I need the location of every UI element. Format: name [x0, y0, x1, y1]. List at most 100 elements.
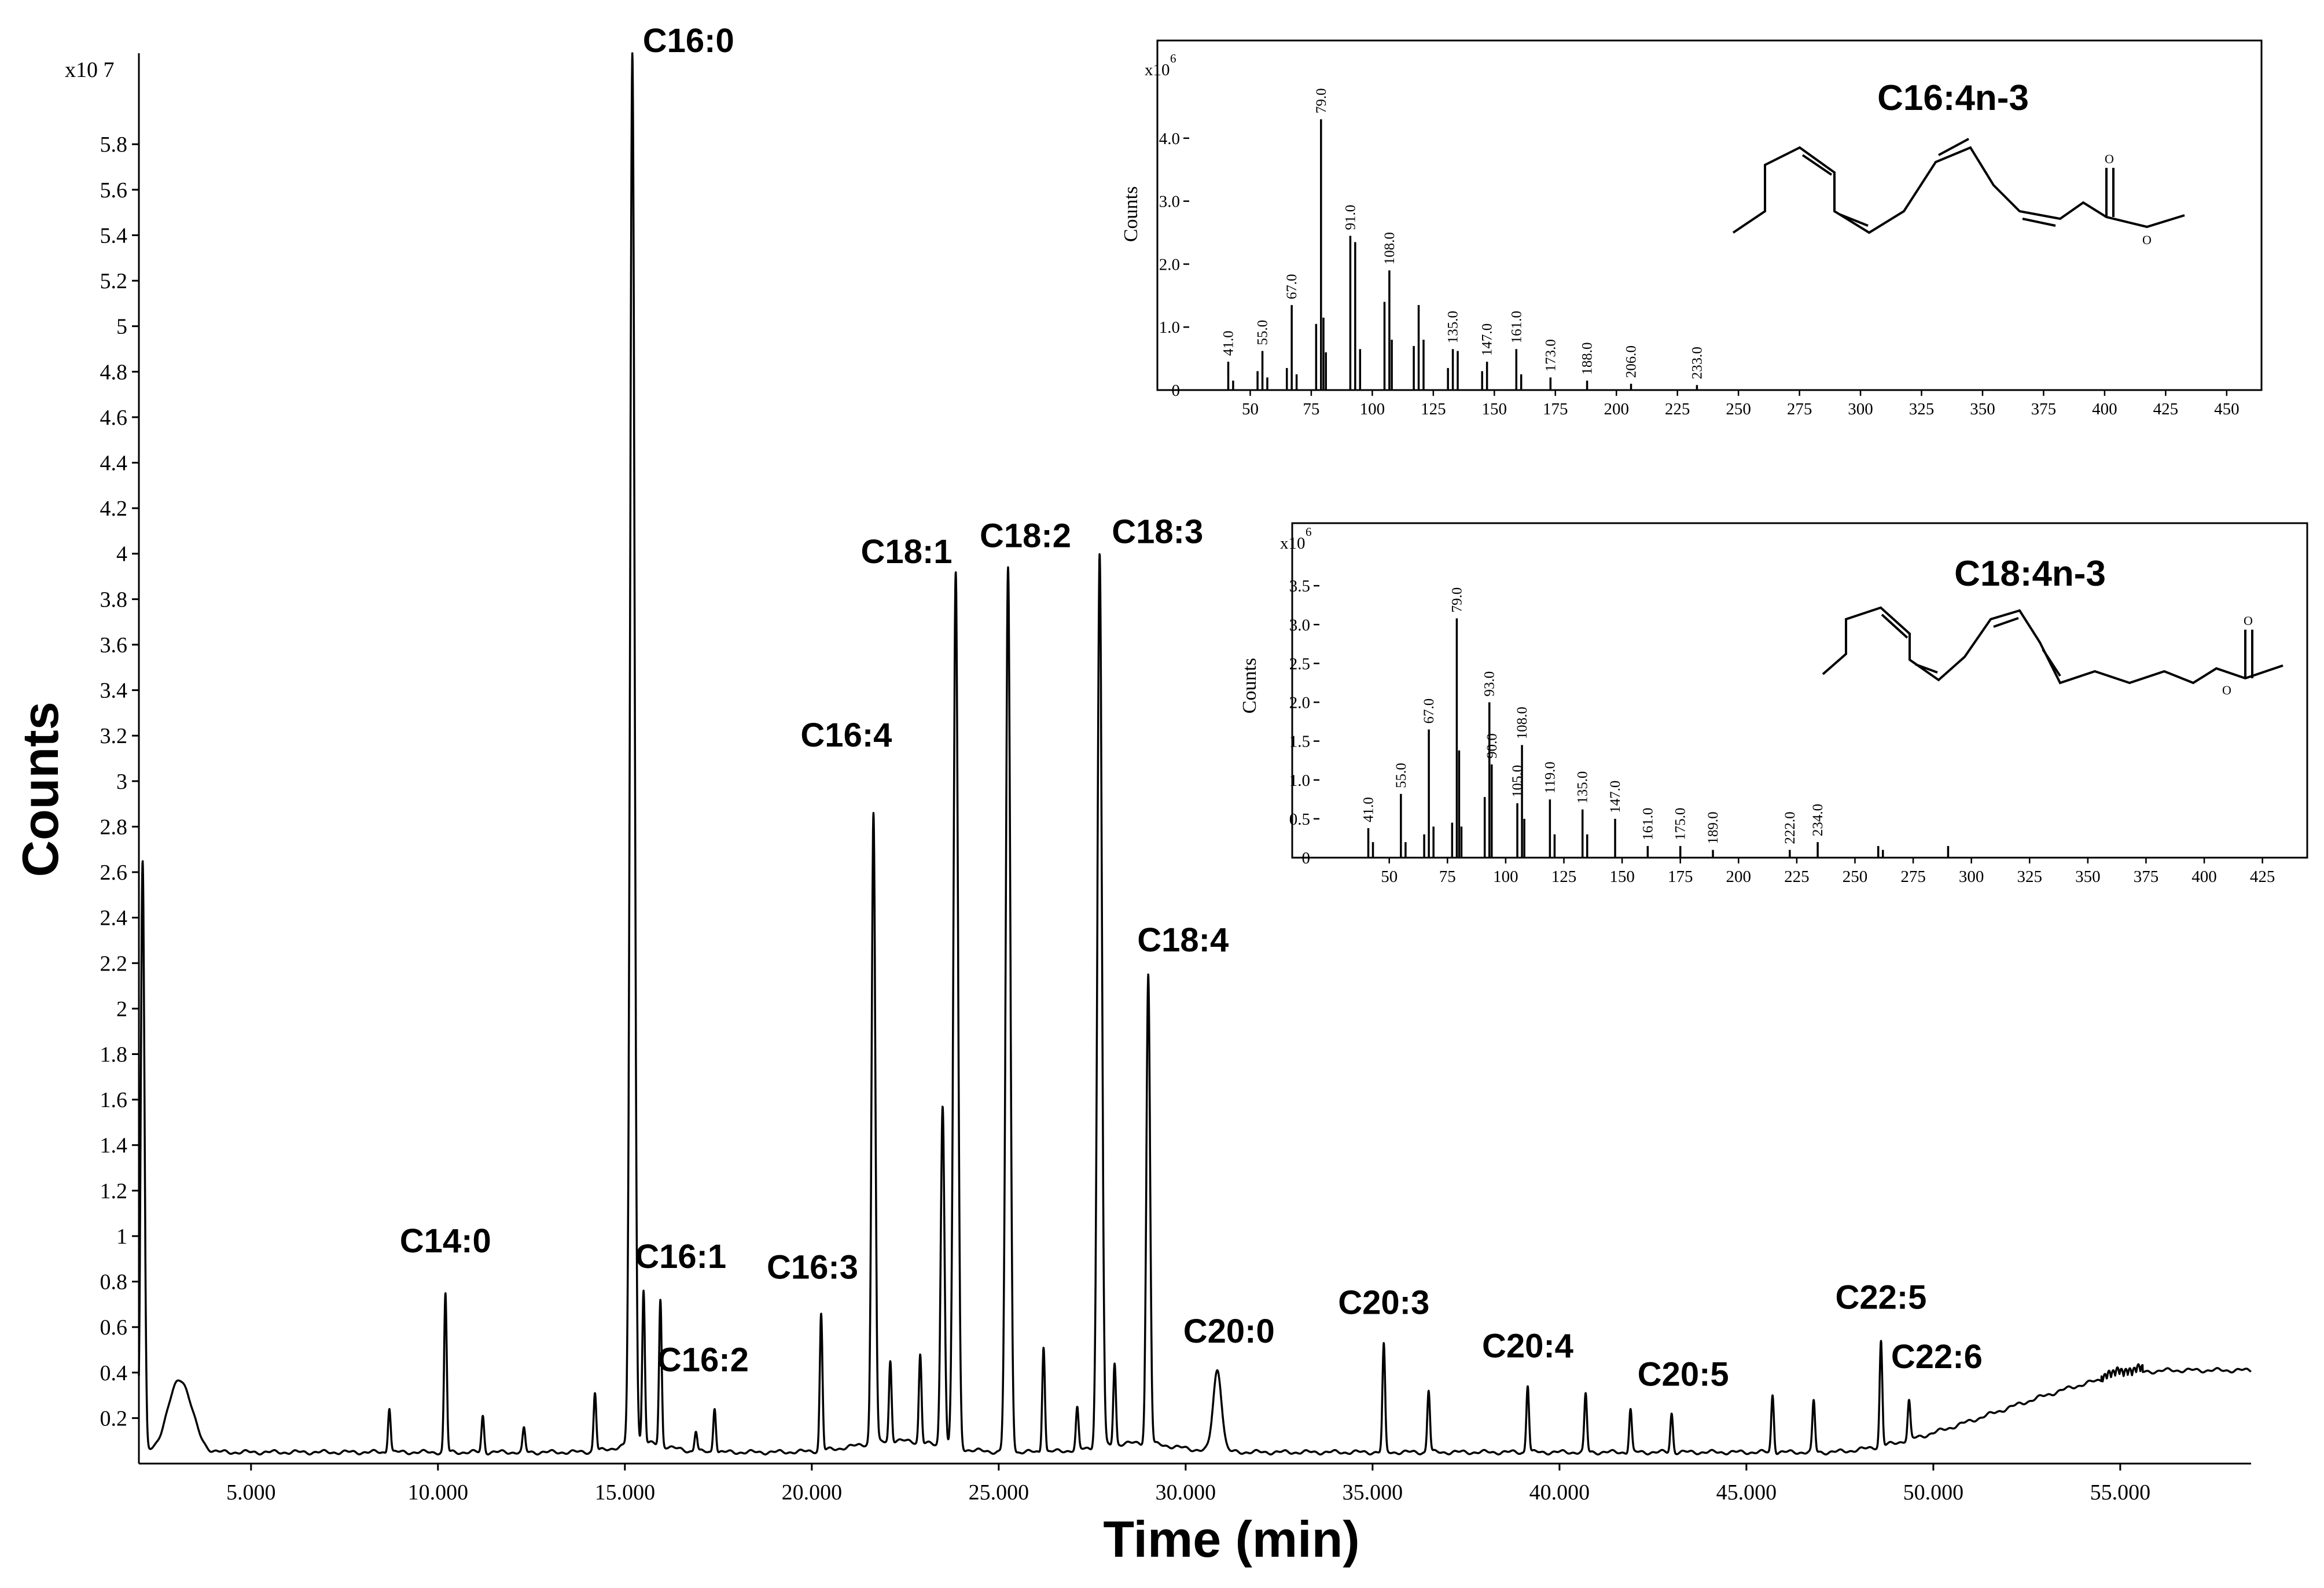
c16-4n3-structure-image: O O [1732, 138, 2185, 247]
inset1-y-ticks: 0 1.0 2.0 3.0 4.0 [1159, 130, 1189, 400]
main-x-tick-label: 10.000 [408, 1480, 469, 1505]
inset1-bars [1227, 119, 1698, 390]
inset2-mz-labels: 41.0 55.0 67.0 79.0 93.0 90.0 105.0 108.0 119.0 1… [1361, 587, 1826, 844]
c16-structure-double-bond-1 [1801, 154, 1833, 176]
main-y-tick-label: 0.2 [100, 1406, 128, 1431]
y-axis-title: Counts [12, 701, 69, 877]
c16-structure-double-bond-2 [1838, 213, 1869, 227]
peak-label: C16:1 [635, 1238, 726, 1275]
ms-bar-label: 173.0 [1543, 339, 1558, 372]
c18-structure-double-bond-4 [2042, 648, 2061, 677]
inset-c16-4n3: 50 75 100 125 150 175 200 225 250 275 300 325 350 375… [1120, 39, 2263, 418]
c16-structure-o-carbonyl: O [2105, 152, 2114, 166]
chromatogram-trace [138, 52, 2252, 1456]
inset-x-tick-label: 100 [1493, 867, 1518, 886]
peak-label: C18:2 [980, 517, 1071, 554]
main-y-tick-label: 3.4 [100, 679, 128, 703]
inset-x-tick-label: 325 [1909, 400, 1935, 418]
ms-bar-label: 189.0 [1705, 811, 1721, 844]
inset-x-tick-label: 125 [1421, 400, 1446, 418]
inset-x-tick-label: 275 [1900, 867, 1926, 886]
inset2-y-axis-title: Counts [1239, 658, 1260, 714]
inset-x-tick-label: 275 [1787, 400, 1812, 418]
inset-y-tick-label: 2.0 [1159, 255, 1180, 274]
ms-bar-label: 93.0 [1482, 671, 1498, 697]
main-y-tick-label: 3.2 [100, 724, 128, 748]
c18-4n3-structure-image: O O [1822, 606, 2283, 697]
ms-bar-label: 79.0 [1314, 88, 1329, 113]
peak-label: C18:4 [1137, 921, 1229, 959]
ms-bar-label: 55.0 [1393, 763, 1409, 788]
ms-bar-label: 41.0 [1361, 797, 1377, 822]
main-y-tick-label: 1.6 [100, 1088, 128, 1112]
main-y-tick-label: 0.4 [100, 1361, 128, 1385]
peak-label: C20:3 [1338, 1284, 1429, 1322]
ms-bar-label: 79.0 [1449, 587, 1465, 613]
peak-label: C16:3 [767, 1249, 858, 1286]
main-x-tick-label: 35.000 [1343, 1480, 1403, 1505]
main-x-tick-label: 45.000 [1716, 1480, 1777, 1505]
peak-label: C18:1 [861, 533, 953, 571]
main-y-tick-label: 4 [116, 542, 127, 567]
c18-structure-o-carbonyl: O [2244, 613, 2253, 628]
main-x-tick-label: 40.000 [1529, 1480, 1590, 1505]
main-x-tick-label: 30.000 [1156, 1480, 1216, 1505]
inset-x-tick-label: 150 [1609, 867, 1635, 886]
main-y-tick-label: 5.4 [100, 223, 128, 248]
peak-labels: C14:0 C16:0 C16:1 C16:2 C16:3 C16:4 C18:1 C18:2… [400, 22, 1983, 1394]
ms-bar-label: 188.0 [1580, 342, 1595, 374]
main-x-tick-label: 20.000 [782, 1480, 843, 1505]
main-y-tick-label: 5.6 [100, 178, 128, 203]
main-y-tick-label: 3.8 [100, 587, 128, 612]
main-y-tick-label: 5.2 [100, 269, 128, 293]
main-y-tick-label: 5 [116, 315, 127, 339]
ms-bar-label: 233.0 [1689, 347, 1705, 379]
ms-bar-label: 67.0 [1421, 699, 1437, 724]
inset2-y-multiplier-exp: 6 [1306, 525, 1312, 539]
inset2-frame [1291, 522, 2308, 859]
ms-bar-label: 135.0 [1575, 771, 1591, 804]
inset1-title: C16:4n-3 [1877, 78, 2029, 118]
inset-x-tick-label: 350 [1970, 400, 1995, 418]
inset-x-tick-label: 50 [1242, 400, 1259, 418]
peak-label: C20:4 [1482, 1327, 1573, 1365]
inset-x-tick-label: 450 [2214, 400, 2240, 418]
ms-bar-label: 206.0 [1624, 345, 1639, 378]
inset-x-tick-label: 375 [2134, 867, 2159, 886]
inset1-x-ticks: 50 75 100 125 150 175 200 225 250 275 300 325 350 375… [1242, 390, 2240, 418]
inset-x-tick-label: 225 [1665, 400, 1690, 418]
inset2-bars [1367, 618, 1950, 858]
main-y-tick-label: 2 [116, 997, 127, 1021]
main-y-tick-label: 5.8 [100, 133, 128, 157]
main-y-multiplier: x10 7 [65, 58, 115, 82]
ms-bar-label: 90.0 [1484, 733, 1500, 759]
ms-bar-label: 91.0 [1343, 205, 1358, 230]
main-y-tick-label: 3 [116, 770, 127, 794]
c18-structure-double-bond-2 [1915, 663, 1938, 674]
inset-x-tick-label: 300 [1848, 400, 1873, 418]
inset1-mz-labels: 41.0 55.0 67.0 79.0 91.0 108.0 135.0 147.0 161.0… [1220, 88, 1705, 379]
inset1-frame [1156, 39, 2263, 391]
c18-structure-o-ester: O [2222, 683, 2231, 697]
inset-x-tick-label: 250 [1843, 867, 1868, 886]
inset-x-tick-label: 425 [2250, 867, 2275, 886]
inset-y-tick-label: 2.5 [1289, 655, 1310, 673]
ms-bar-label: 161.0 [1509, 311, 1524, 343]
inset-x-tick-label: 125 [1551, 867, 1577, 886]
inset2-y-ticks: 0 0.5 1.0 1.5 2.0 2.5 3.0 3.5 [1289, 577, 1319, 867]
main-chart: 5.000 10.000 15.000 20.000 25.000 30.000 35.00… [12, 22, 2252, 1568]
inset-y-tick-label: 2.0 [1289, 694, 1310, 712]
inset-y-tick-label: 0 [1172, 381, 1181, 400]
main-y-tick-label: 0.8 [100, 1270, 128, 1295]
inset-x-tick-label: 425 [2153, 400, 2179, 418]
inset2-y-multiplier: x10 [1280, 534, 1306, 553]
ms-bar-label: 175.0 [1673, 808, 1689, 840]
inset-y-tick-label: 3.0 [1159, 193, 1180, 211]
inset-x-tick-label: 75 [1303, 400, 1319, 418]
main-y-tick-label: 3.6 [100, 633, 128, 657]
main-x-tick-label: 50.000 [1903, 1480, 1964, 1505]
c16-structure-double-bond-3 [1938, 138, 1969, 156]
ms-bar-label: 161.0 [1640, 808, 1656, 840]
main-y-tick-label: 0.6 [100, 1315, 128, 1340]
